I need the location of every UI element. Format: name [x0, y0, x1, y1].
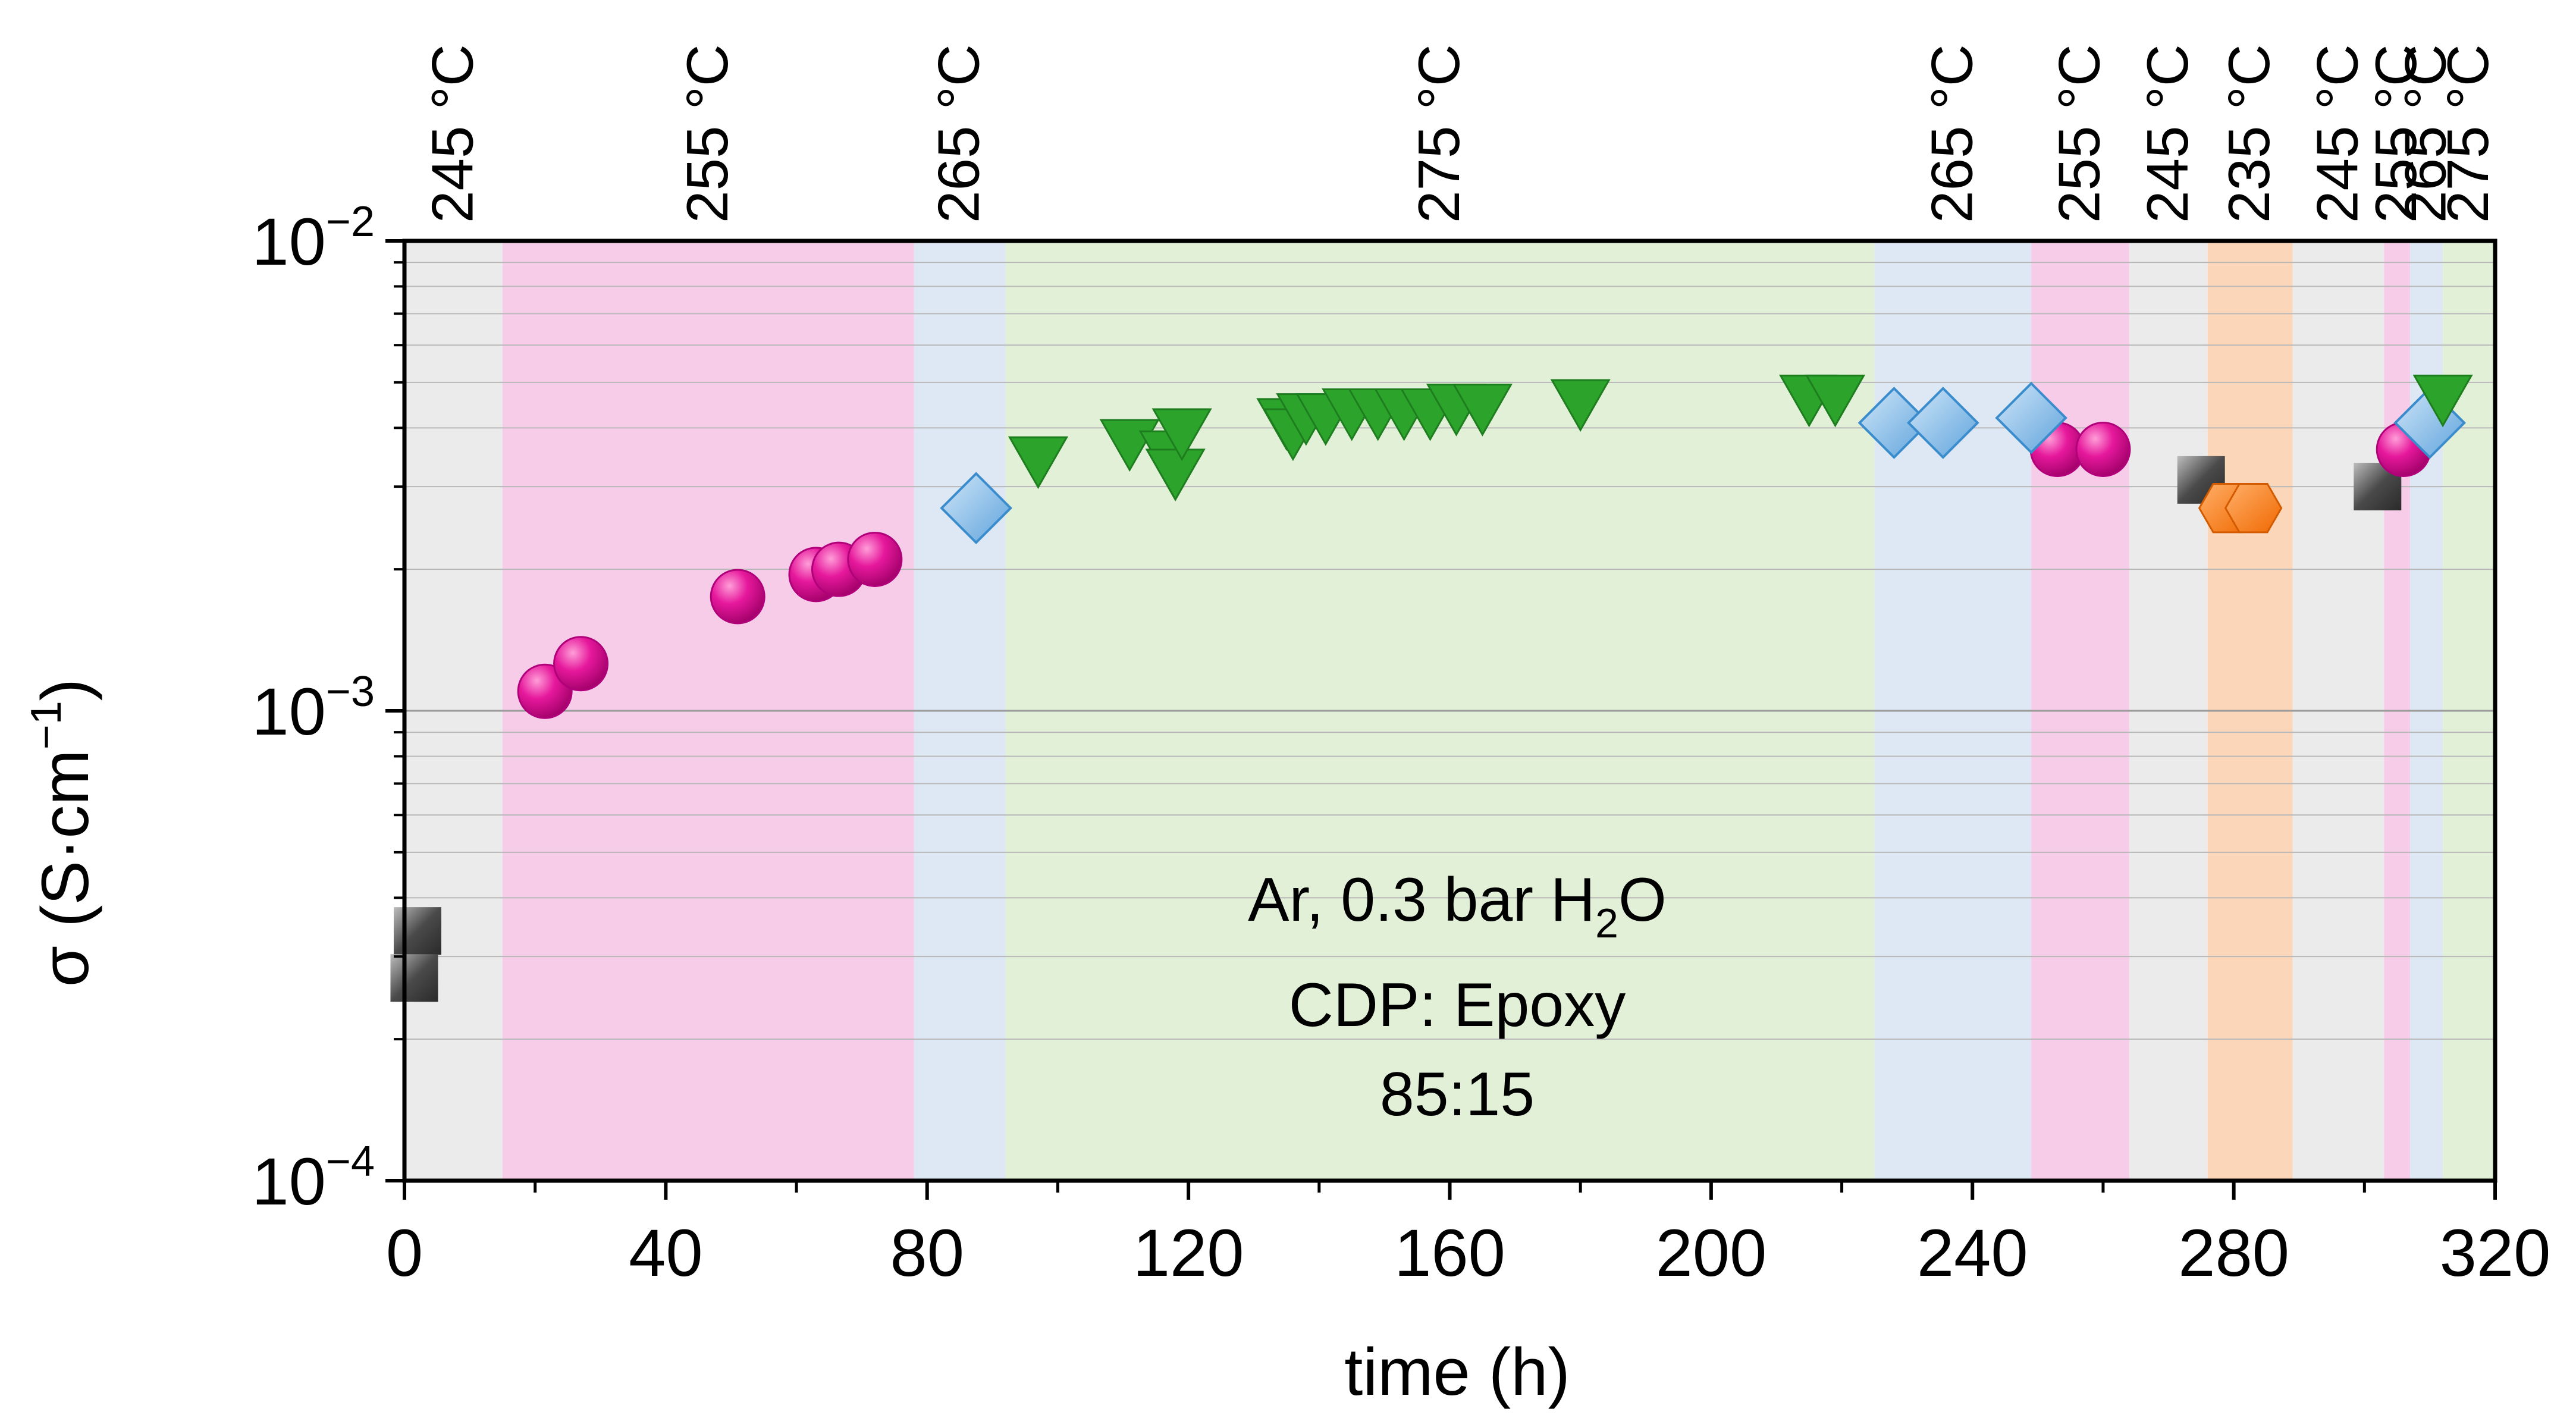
x-tick-label-7: 280 [2178, 1216, 2289, 1290]
temperature-label-6: 245 °C [2135, 44, 2200, 223]
x-axis-title: time (h) [1344, 1335, 1570, 1409]
temperature-label-1: 255 °C [674, 44, 740, 223]
y-axis-title-suffix: ) [28, 679, 102, 701]
y-tick-label-base: 10 [252, 675, 326, 749]
y-tick-label-base: 10 [252, 1144, 326, 1219]
circle-marker-1 [553, 636, 609, 692]
annotation-atmosphere: Ar, 0.3 bar H2O [1248, 865, 1667, 946]
y-tick-label-exp: −2 [326, 198, 375, 246]
x-tick-label-2: 80 [890, 1216, 964, 1290]
temperature-label-10: 265 °C [2393, 44, 2458, 223]
triangle-down-marker-14 [1452, 384, 1513, 437]
x-tick-label-0: 0 [386, 1216, 423, 1290]
triangle-down-marker-15 [1550, 379, 1611, 432]
x-tick-label-6: 240 [1917, 1216, 2028, 1290]
diamond-marker-0 [940, 472, 1012, 545]
hexagon-marker-1 [2224, 483, 2283, 534]
triangle-down-marker-4 [1151, 408, 1212, 462]
annotation-membrane-line1: CDP: Epoxy [1289, 971, 1626, 1040]
temperature-labels: 245 °C 255 °C 265 °C 275 °C 265 °C 255 °C 245 … [419, 44, 2500, 223]
x-tick-label-8: 320 [2440, 1216, 2551, 1290]
triangle-down-marker-18 [2412, 374, 2473, 428]
y-tick-label-1: 10−3 [252, 668, 375, 749]
temperature-label-0: 245 °C [419, 44, 485, 223]
temperature-label-8: 245 °C [2304, 44, 2370, 223]
square-marker-0 [393, 907, 441, 955]
annotation-atmosphere-suffix: O [1618, 865, 1667, 934]
annotation-atmosphere-sub: 2 [1595, 900, 1618, 946]
x-tick-label-3: 120 [1133, 1216, 1244, 1290]
diamond-marker-2 [1906, 387, 1979, 459]
x-tick-label-4: 160 [1394, 1216, 1505, 1290]
y-tick-label-2: 10−4 [252, 1138, 375, 1219]
diamond-marker-1 [1858, 387, 1931, 459]
gridlines [404, 262, 2495, 1040]
temperature-label-11: 275 °C [2435, 44, 2500, 223]
temperature-label-4: 265 °C [1919, 44, 1984, 223]
circle-marker-7 [2075, 422, 2131, 478]
annotation-membrane-line2: 85:15 [1380, 1060, 1535, 1129]
temperature-label-5: 255 °C [2046, 44, 2111, 223]
y-axis-title: σ (S·cm−1) [23, 679, 102, 987]
y-tick-label-exp: −3 [326, 668, 375, 716]
y-tick-label-exp: −4 [326, 1138, 375, 1185]
triangle-down-marker-0 [1008, 436, 1069, 490]
y-tick-label-base: 10 [252, 205, 326, 279]
temperature-label-3: 275 °C [1406, 44, 1471, 223]
circle-marker-5 [847, 531, 903, 587]
square-marker-1 [390, 954, 438, 1002]
temperature-label-9: 255 °C [2363, 44, 2428, 223]
diamond-marker-3 [1995, 381, 2067, 454]
temperature-label-7: 235 °C [2216, 44, 2282, 223]
triangle-down-marker-3 [1145, 448, 1206, 501]
x-tick-label-5: 200 [1655, 1216, 1767, 1290]
circle-marker-2 [710, 569, 765, 625]
y-axis-title-prefix: σ (S·cm [28, 749, 102, 987]
y-tick-label-0: 10−2 [252, 198, 375, 279]
annotation-atmosphere-prefix: Ar, 0.3 bar H [1248, 865, 1595, 934]
triangle-down-marker-17 [1805, 374, 1866, 428]
y-axis-title-sup: −1 [23, 701, 70, 749]
temperature-label-2: 265 °C [926, 44, 992, 223]
x-tick-label-1: 40 [629, 1216, 703, 1290]
data-points [390, 374, 2473, 1002]
